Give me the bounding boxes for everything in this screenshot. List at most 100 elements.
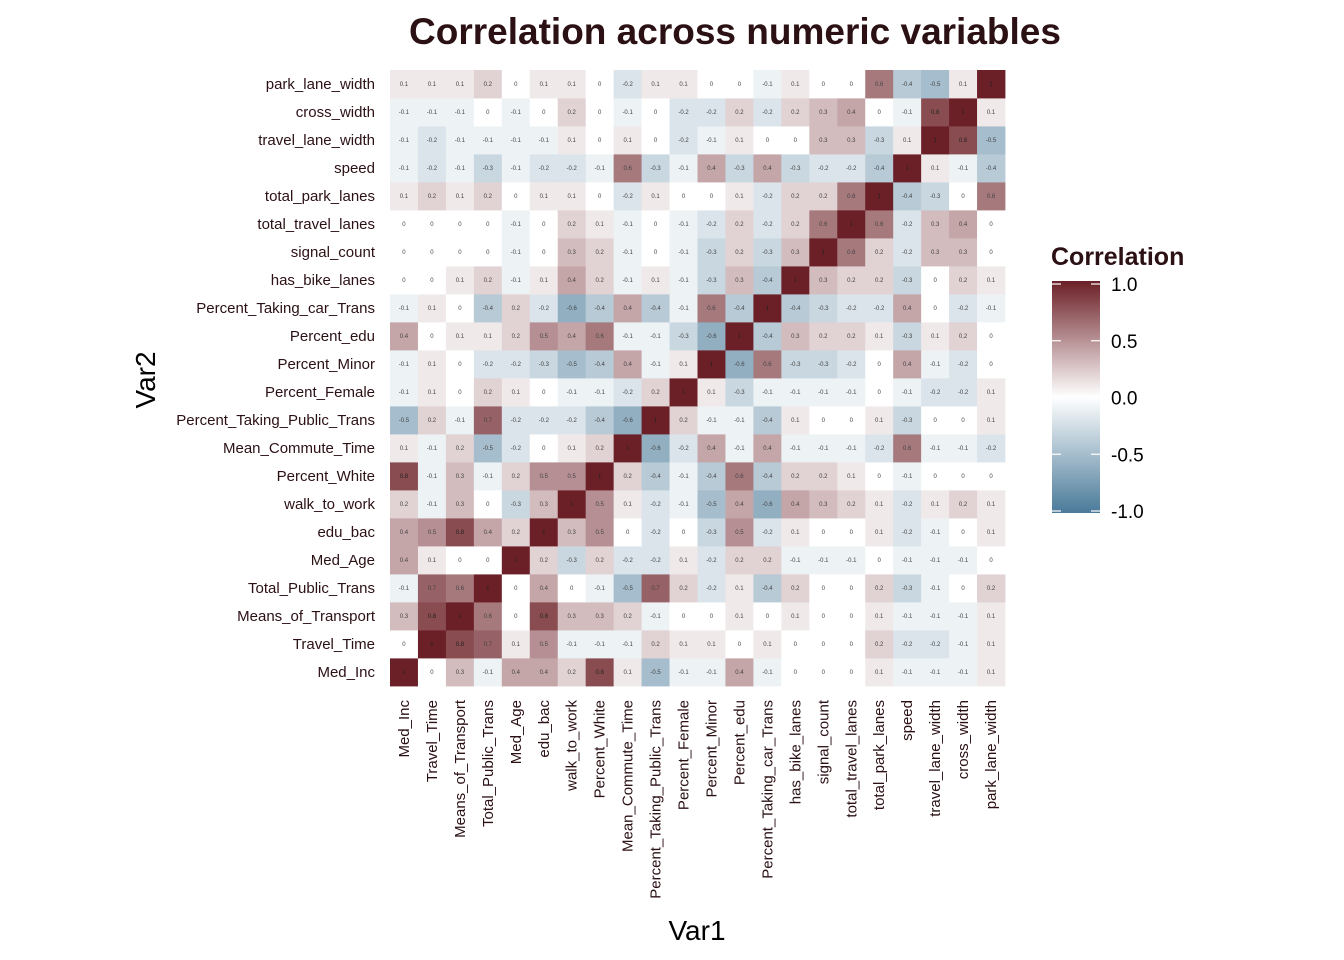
cell-value-label: -0.6 — [706, 334, 717, 340]
cell-value-label: -0.3 — [483, 166, 494, 172]
cell-value-label: 0.2 — [651, 390, 660, 396]
legend-tick-label: -1.0 — [1111, 502, 1144, 523]
cell-value-label: 0.2 — [959, 334, 968, 340]
heatmap-cell — [725, 70, 754, 99]
cell-value-label: -0.6 — [762, 502, 773, 508]
heatmap-cell — [390, 546, 419, 575]
heatmap-cell — [949, 658, 978, 687]
cell-value-label: 0.3 — [847, 138, 856, 144]
cell-value-label: 0.1 — [903, 138, 912, 144]
heatmap-cell — [837, 98, 866, 127]
cell-value-label: 0 — [430, 670, 434, 676]
cell-value-label: 0.7 — [428, 586, 437, 592]
cell-value-label: 0.6 — [847, 250, 856, 256]
cell-value-label: 0.2 — [791, 474, 800, 480]
heatmap-cell — [390, 238, 419, 267]
heatmap-cell — [697, 266, 726, 295]
heatmap-cell — [809, 266, 838, 295]
heatmap-cell — [837, 574, 866, 603]
heatmap-cell — [865, 238, 894, 267]
heatmap-cell — [753, 182, 782, 211]
heatmap-cell — [837, 350, 866, 379]
legend-ticks: 1.0 0.5 0.0 -0.5 -1.0 — [1052, 275, 1144, 523]
cell-value-label: 0.2 — [428, 418, 437, 424]
heatmap-cell — [417, 434, 447, 463]
heatmap-cell — [473, 98, 503, 127]
cell-value-label: 0 — [402, 642, 406, 648]
heatmap-cell — [809, 546, 838, 575]
cell-value-label: -0.1 — [427, 474, 438, 480]
heatmap-cell — [893, 630, 922, 659]
cell-value-label: 0.2 — [875, 586, 884, 592]
cell-value-label: 0.1 — [540, 194, 549, 200]
cell-value-label: 0.3 — [819, 138, 828, 144]
cell-value-label: 0 — [458, 306, 462, 312]
y-tick-label: travel_lane_width — [258, 132, 375, 149]
heatmap-cell — [557, 462, 587, 491]
cell-value-label: -0.1 — [678, 166, 689, 172]
heatmap-cell — [557, 98, 587, 127]
heatmap-cell — [501, 126, 531, 155]
heatmap-cell — [390, 126, 419, 155]
cell-value-label: -0.1 — [790, 558, 801, 564]
heatmap-cell — [977, 518, 1006, 547]
heatmap-cell — [669, 546, 698, 575]
heatmap-cell — [641, 238, 670, 267]
heatmap-cell — [417, 574, 447, 603]
cell-value-label: -0.1 — [455, 138, 466, 144]
cell-value-label: 0 — [989, 250, 993, 256]
heatmap-cell — [949, 518, 978, 547]
heatmap-cell — [809, 294, 838, 323]
cell-value-label: 0.1 — [679, 362, 688, 368]
cell-value-label: 0 — [542, 222, 546, 228]
y-axis-tick-labels: Med_Inc Travel_Time Means_of_Transport Tota… — [176, 76, 376, 681]
heatmap-cell — [417, 462, 447, 491]
cell-value-label: 0 — [458, 222, 462, 228]
heatmap-cell — [893, 266, 922, 295]
heatmap-cell — [669, 294, 698, 323]
cell-value-label: 0.1 — [875, 670, 884, 676]
heatmap-cell — [949, 406, 978, 435]
cell-value-label: 0.1 — [568, 82, 577, 88]
cell-value-label: -0.2 — [539, 306, 550, 312]
cell-value-label: 0.1 — [987, 614, 996, 620]
cell-value-label: 1 — [486, 586, 490, 592]
heatmap-cell — [390, 98, 419, 127]
heatmap-cell — [641, 350, 670, 379]
cell-value-label: 0.5 — [568, 474, 577, 480]
heatmap-cell — [697, 154, 726, 183]
heatmap-cell — [585, 350, 615, 379]
cell-value-label: 0.2 — [568, 222, 577, 228]
cell-value-label: 0.4 — [959, 222, 968, 228]
heatmap-cell — [921, 574, 950, 603]
cell-value-label: -0.1 — [622, 222, 633, 228]
heatmap-cell — [921, 350, 950, 379]
heatmap-cell — [613, 350, 642, 379]
cell-value-label: -0.1 — [818, 446, 829, 452]
cell-value-label: 0.1 — [512, 642, 521, 648]
heatmap-cell — [501, 490, 531, 519]
cell-value-label: -0.1 — [846, 558, 857, 564]
cell-value-label: 0.2 — [540, 558, 549, 564]
cell-value-label: -0.1 — [930, 558, 941, 564]
heatmap-cell — [390, 210, 419, 239]
cell-value-label: -0.1 — [902, 110, 913, 116]
cell-value-label: 0.2 — [847, 334, 856, 340]
cell-value-label: -0.3 — [734, 390, 745, 396]
heatmap-cell — [893, 322, 922, 351]
cell-value-label: -0.1 — [902, 614, 913, 620]
cell-value-label: 0.4 — [763, 446, 772, 452]
cell-value-label: 0.1 — [428, 558, 437, 564]
cell-value-label: -0.1 — [539, 138, 550, 144]
heatmap-cell — [641, 182, 670, 211]
heatmap-cell — [865, 462, 894, 491]
heatmap-cell — [893, 126, 922, 155]
heatmap-cell — [837, 210, 866, 239]
heatmap-cell — [529, 406, 559, 435]
cell-value-label: 0.3 — [456, 474, 465, 480]
cell-value-label: -0.4 — [594, 306, 605, 312]
cell-value-label: 0 — [822, 530, 826, 536]
heatmap-cell — [977, 350, 1006, 379]
cell-value-label: -0.1 — [399, 138, 410, 144]
heatmap-cell — [473, 154, 503, 183]
